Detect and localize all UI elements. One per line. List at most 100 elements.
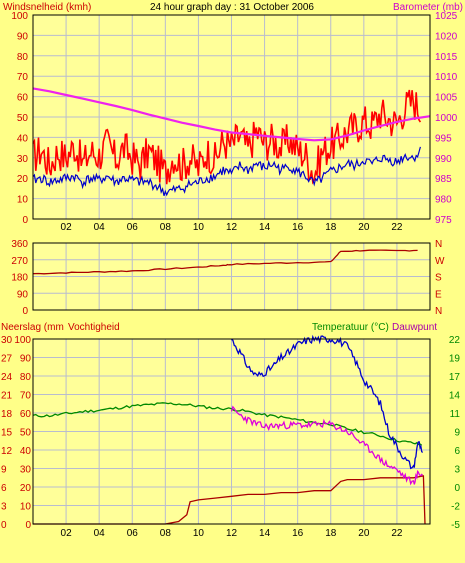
direction-line	[32, 249, 418, 275]
wind-x-tick-label: 14	[259, 222, 271, 233]
wind-x-tick-label: 16	[292, 222, 304, 233]
barometer-y-tick-label: 1025	[435, 11, 458, 22]
temperature-y-tick-label: 22	[449, 335, 461, 346]
weather-x-tick-label: 08	[160, 528, 172, 539]
rain-y-tick-label: 6	[1, 483, 7, 494]
wind-x-tick-label: 18	[325, 222, 337, 233]
barometer-y-tick-label: 975	[435, 215, 452, 226]
barometer-y-tick-label: 1015	[435, 52, 458, 63]
direction-y-tick-label: 90	[17, 289, 29, 300]
rain-y-tick-label: 27	[1, 354, 13, 365]
temperature-y-tick-label: 19	[449, 354, 461, 365]
wind-panel: 0102030405060708090100975980985990995100…	[11, 11, 457, 233]
barometer-y-tick-label: 1020	[435, 31, 458, 42]
wind-y-tick-label: 20	[17, 174, 29, 185]
rain-y-tick-label: 0	[1, 520, 7, 531]
weather-x-tick-label: 02	[61, 528, 73, 539]
rain-y-tick-label: 12	[1, 446, 13, 457]
humidity-y-tick-label: 0	[25, 520, 31, 531]
direction-frame	[32, 242, 431, 311]
wind-y-tick-label: 80	[17, 52, 29, 63]
rain-y-tick-label: 21	[1, 391, 13, 402]
wind-y-tick-label: 30	[17, 154, 29, 165]
barometer-y-tick-label: 1000	[435, 113, 458, 124]
compass-letter: W	[435, 256, 445, 267]
weather-frame	[32, 338, 431, 525]
wind-y-tick-label: 50	[17, 113, 29, 124]
wind-x-tick-label: 12	[226, 222, 238, 233]
direction-y-tick-label: 270	[11, 256, 28, 267]
barometer-y-tick-label: 990	[435, 154, 452, 165]
wind-frame	[32, 14, 431, 220]
humidity-y-tick-label: 30	[20, 465, 32, 476]
humidity-y-tick-label: 70	[20, 391, 32, 402]
wind-x-tick-label: 20	[358, 222, 370, 233]
humidity-y-tick-label: 40	[20, 446, 32, 457]
humidity-line	[231, 334, 424, 470]
weather-x-tick-label: 18	[325, 528, 337, 539]
weather-x-tick-label: 04	[94, 528, 106, 539]
humidity-y-tick-label: 80	[20, 372, 32, 383]
compass-letter: N	[435, 239, 442, 250]
temperature-y-tick-label: 3	[454, 465, 460, 476]
compass-letter: N	[435, 306, 442, 317]
temperature-y-tick-label: 17	[449, 372, 461, 383]
humidity-y-tick-label: 60	[20, 409, 32, 420]
wind-y-tick-label: 90	[17, 31, 29, 42]
barometer-y-tick-label: 985	[435, 174, 452, 185]
rain-y-tick-label: 18	[1, 409, 13, 420]
temperature-y-tick-label: 0	[454, 483, 460, 494]
barometer-axis-label: Barometer (mb)	[393, 2, 463, 13]
compass-letter: E	[435, 289, 442, 300]
weather-x-tick-label: 20	[358, 528, 370, 539]
weather-x-tick-label: 16	[292, 528, 304, 539]
wind-y-tick-label: 0	[22, 215, 28, 226]
rain-y-tick-label: 15	[1, 428, 13, 439]
wind-x-tick-label: 22	[391, 222, 403, 233]
wind-axis-label: Windsnelheid (kmh)	[3, 2, 91, 13]
rain-line	[33, 475, 426, 525]
temperature-line	[32, 402, 423, 446]
wind-x-tick-label: 06	[127, 222, 139, 233]
temperature-axis-label: Temperatuur (°C)	[312, 322, 389, 333]
weather-x-tick-label: 22	[391, 528, 403, 539]
wind-y-tick-label: 40	[17, 133, 29, 144]
rain-y-tick-label: 3	[1, 502, 7, 513]
wind-y-tick-label: 70	[17, 72, 29, 83]
humidity-y-tick-label: 100	[14, 335, 31, 346]
weather-x-tick-label: 14	[259, 528, 271, 539]
wind-y-tick-label: 60	[17, 93, 29, 104]
barometer-y-tick-label: 1005	[435, 93, 458, 104]
rain-y-tick-label: 9	[1, 465, 7, 476]
wind-gust-line	[32, 89, 422, 185]
rain-y-tick-label: 24	[1, 372, 13, 383]
temperature-y-tick-label: 9	[454, 428, 460, 439]
humidity-axis-label: Vochtigheid	[68, 322, 120, 333]
chart-title: 24 hour graph day : 31 October 2006	[150, 2, 314, 13]
weather-x-tick-label: 12	[226, 528, 238, 539]
direction-y-tick-label: 360	[11, 239, 28, 250]
dewpoint-line	[230, 405, 423, 486]
dewpoint-axis-label: Dauwpunt	[392, 322, 437, 333]
wind-x-tick-label: 04	[94, 222, 106, 233]
direction-y-tick-label: 0	[22, 306, 28, 317]
compass-letter: S	[435, 273, 442, 284]
humidity-y-tick-label: 10	[20, 502, 32, 513]
direction-y-tick-label: 180	[11, 273, 28, 284]
barometer-line	[32, 87, 431, 142]
rain-humidity-temperature-panel: 0369121518212427300102030405060708090100…	[1, 334, 461, 539]
humidity-y-tick-label: 50	[20, 428, 32, 439]
humidity-y-tick-label: 20	[20, 483, 32, 494]
wind-x-tick-label: 02	[61, 222, 73, 233]
wind-y-tick-label: 10	[17, 195, 29, 206]
rain-axis-label: Neerslag (mm	[1, 322, 64, 333]
wind-x-tick-label: 08	[160, 222, 172, 233]
temperature-y-tick-label: 14	[449, 391, 461, 402]
wind-average-line	[32, 146, 421, 197]
temperature-y-tick-label: -5	[451, 520, 460, 531]
wind-x-tick-label: 10	[193, 222, 205, 233]
barometer-y-tick-label: 995	[435, 133, 452, 144]
weather-x-tick-label: 06	[127, 528, 139, 539]
